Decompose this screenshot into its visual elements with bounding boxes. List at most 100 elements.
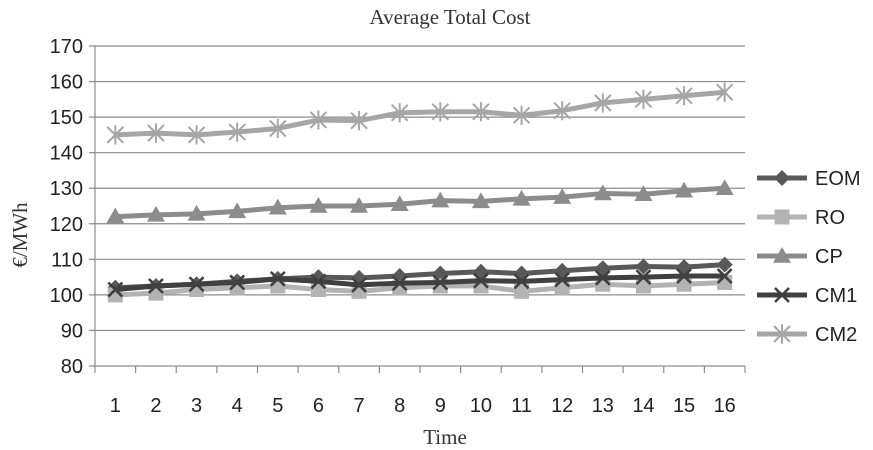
- data-point-cp-15: [675, 181, 694, 198]
- data-point-cm1-10: [473, 272, 489, 289]
- data-point-cm1-15: [676, 268, 692, 284]
- legend-marker-cm2: [773, 324, 791, 344]
- data-point-cp-1: [106, 207, 125, 224]
- legend-label-eom: EOM: [815, 168, 861, 190]
- legend-item-cm2: CM2: [757, 324, 857, 346]
- data-point-cm2-13: [594, 93, 612, 113]
- data-point-cm1-5: [269, 270, 286, 287]
- x-tick-label-8: 8: [394, 395, 405, 417]
- series-cm1: [107, 268, 733, 298]
- data-point-cm2-4: [228, 122, 246, 142]
- x-tick-label-3: 3: [191, 395, 202, 417]
- x-axis-ticks: 1 2 3 4 5 6 7 8 9 10 11 12 13 14 15 16: [94, 366, 746, 417]
- data-point-cp-7: [350, 197, 369, 213]
- legend-item-ro: RO: [757, 207, 845, 229]
- data-point-cm2-10: [472, 102, 490, 122]
- data-point-cp-3: [187, 204, 206, 221]
- y-tick-label-160: 160: [50, 72, 83, 94]
- x-tick-label-12: 12: [551, 395, 573, 417]
- data-point-cm1-16: [716, 268, 733, 284]
- legend-item-cp: CP: [757, 246, 843, 268]
- data-point-cm2-8: [390, 103, 409, 123]
- data-point-eom-12: [554, 262, 571, 279]
- data-point-ro-11: [514, 283, 530, 299]
- data-point-cm1-8: [391, 275, 408, 292]
- legend-label-cm1: CM1: [815, 285, 857, 307]
- data-point-cm1-12: [554, 271, 571, 288]
- x-tick-label-11: 11: [511, 395, 532, 417]
- series-line-cp: [115, 185, 725, 220]
- data-point-cp-10: [471, 192, 490, 209]
- data-point-cm1-9: [432, 274, 449, 291]
- series-line-ro: [115, 279, 725, 298]
- x-tick-label-6: 6: [313, 395, 324, 417]
- series-line-cm1: [115, 273, 725, 293]
- data-point-cp-13: [593, 184, 612, 201]
- data-point-cp-8: [390, 195, 409, 211]
- data-point-cm1-3: [188, 276, 205, 293]
- data-point-eom-10: [472, 263, 489, 280]
- y-tick-label-150: 150: [50, 107, 83, 129]
- y-tick-label-170: 170: [50, 36, 83, 58]
- data-point-cp-12: [553, 188, 572, 204]
- legend: EOM RO CP CM1 CM2: [757, 168, 861, 346]
- x-tick-label-9: 9: [435, 395, 446, 417]
- data-point-ro-15: [676, 276, 692, 292]
- x-tick-label-13: 13: [592, 395, 614, 417]
- series-layer: [106, 82, 734, 303]
- chart-title: Average Total Cost: [369, 5, 530, 29]
- data-point-eom-14: [635, 258, 652, 275]
- data-point-cm2-6: [309, 110, 328, 130]
- y-tick-label-100: 100: [50, 285, 83, 307]
- data-point-cm2-16: [715, 82, 734, 102]
- y-axis-ticks: 80 90 100 110 120 130 140 150 160 170: [50, 36, 95, 378]
- data-point-cp-11: [512, 189, 531, 206]
- x-tick-label-5: 5: [272, 395, 283, 417]
- data-point-cp-9: [431, 191, 450, 208]
- data-point-cm1-6: [310, 273, 327, 290]
- data-point-cp-16: [715, 179, 734, 195]
- data-point-cp-2: [146, 205, 165, 222]
- x-tick-label-14: 14: [632, 395, 654, 417]
- legend-label-cp: CP: [815, 246, 843, 268]
- data-point-cp-14: [634, 185, 653, 202]
- legend-item-eom: EOM: [757, 168, 861, 190]
- data-point-cm2-15: [675, 86, 693, 106]
- data-point-cm2-7: [350, 111, 368, 131]
- x-tick-label-15: 15: [673, 395, 695, 417]
- data-point-cm1-1: [107, 281, 124, 298]
- series-cp: [106, 179, 734, 224]
- data-point-cm1-14: [635, 269, 652, 286]
- x-tick-label-4: 4: [232, 395, 243, 417]
- y-axis-label: €/MWh: [8, 202, 32, 268]
- data-point-cm1-4: [229, 274, 246, 291]
- data-point-cp-4: [228, 202, 247, 219]
- data-point-cm1-2: [148, 278, 164, 294]
- data-point-cm2-3: [187, 125, 206, 145]
- y-tick-label-130: 130: [50, 178, 83, 200]
- data-point-cm1-7: [351, 277, 367, 293]
- x-axis-label: Time: [423, 425, 467, 449]
- data-point-ro-12: [554, 280, 570, 296]
- legend-marker-ro: [774, 209, 790, 225]
- legend-marker-cm1: [774, 287, 790, 303]
- legend-item-cm1: CM1: [757, 285, 857, 307]
- x-tick-label-16: 16: [714, 395, 736, 417]
- data-point-cm2-14: [634, 89, 653, 109]
- series-cm2: [106, 82, 734, 145]
- data-point-cm1-11: [513, 273, 530, 290]
- data-point-cm2-1: [106, 125, 125, 145]
- y-tick-label-140: 140: [50, 143, 83, 165]
- x-tick-label-10: 10: [470, 395, 492, 417]
- series-line-cm2: [115, 89, 725, 138]
- data-point-eom-16: [716, 256, 733, 273]
- data-point-cm2-11: [512, 105, 531, 125]
- y-tick-label-110: 110: [51, 249, 83, 271]
- data-point-cm2-5: [269, 118, 287, 139]
- data-point-cm2-2: [147, 123, 165, 143]
- data-point-cm2-9: [431, 102, 450, 122]
- legend-marker-cp: [773, 247, 791, 263]
- legend-label-cm2: CM2: [815, 324, 857, 346]
- legend-label-ro: RO: [815, 207, 845, 229]
